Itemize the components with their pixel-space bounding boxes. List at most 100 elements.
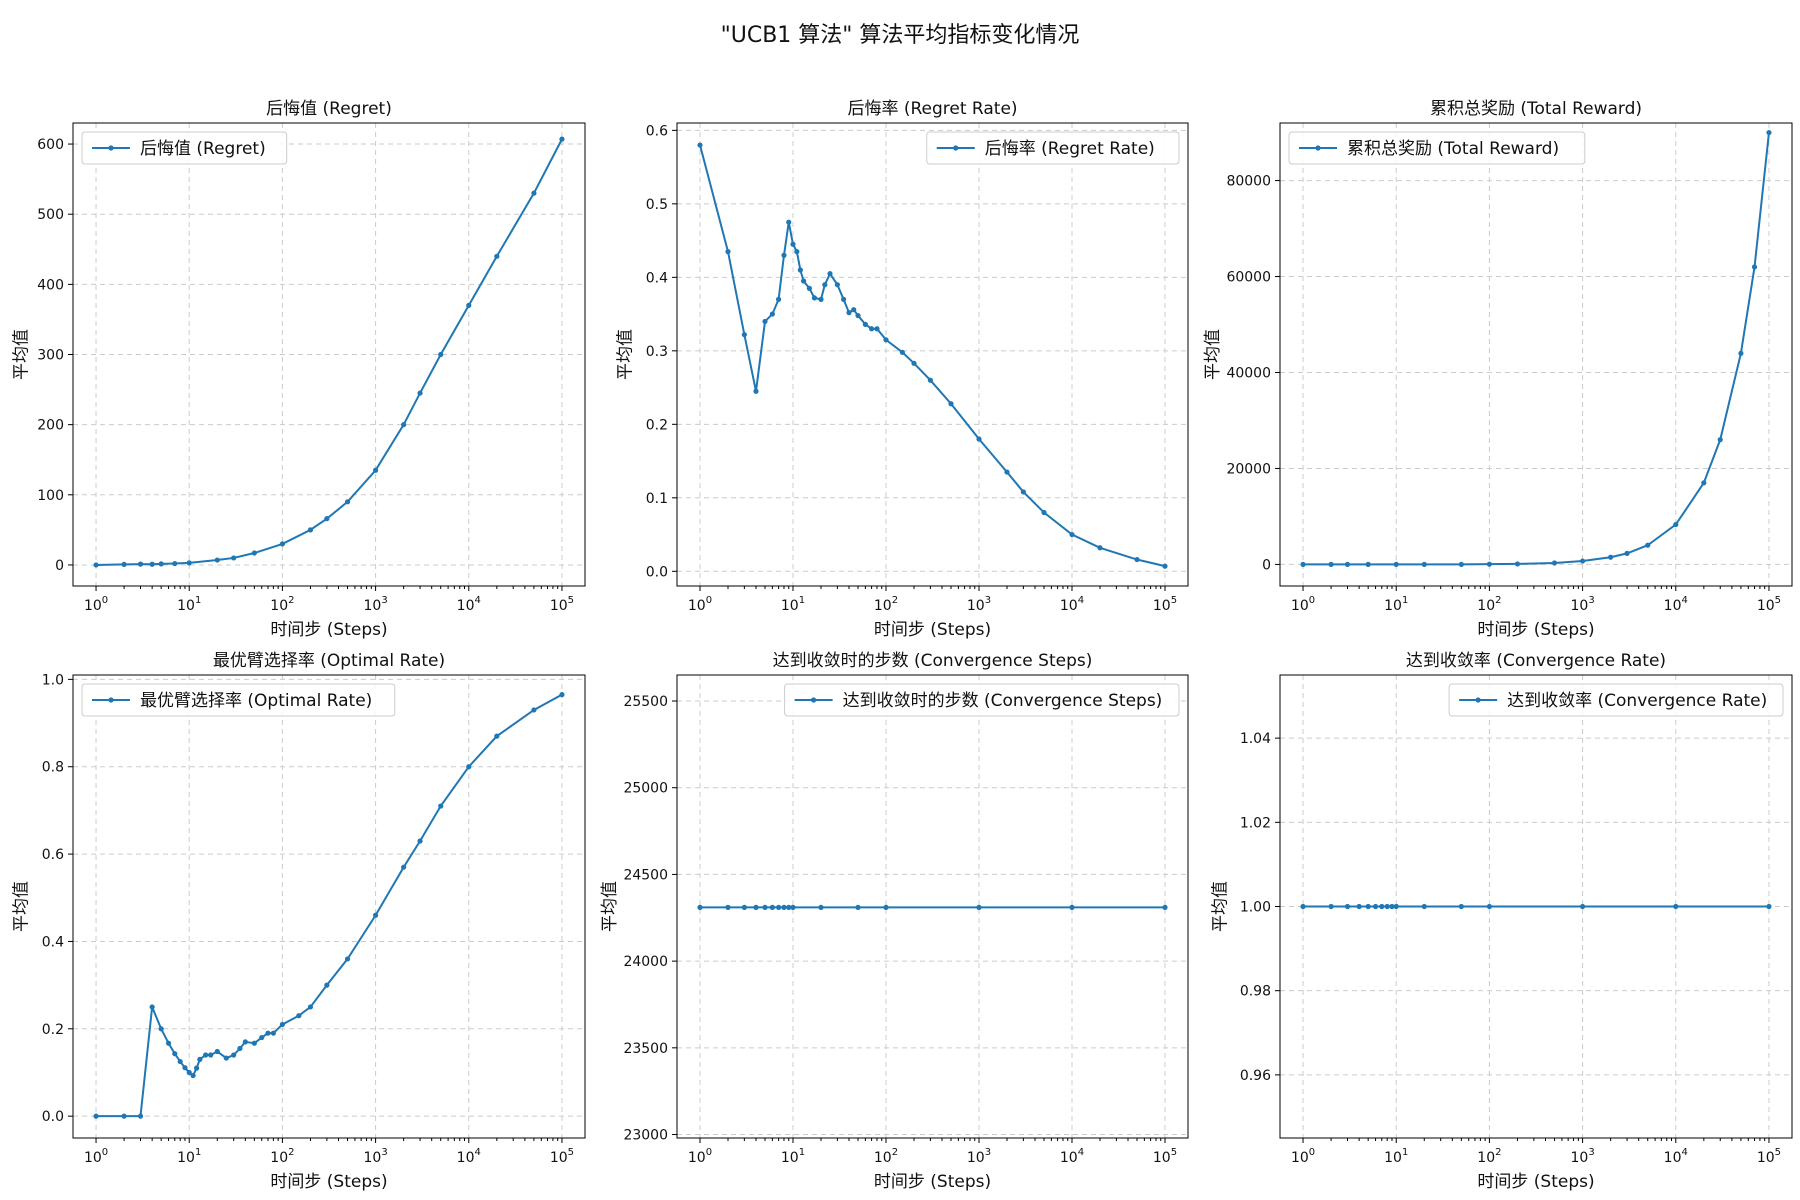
y-tick-label: 1.04 [1240,731,1271,747]
data-point [466,764,472,770]
data-point [1645,542,1651,548]
plot-frame [1279,674,1793,1139]
data-point [769,311,775,317]
data-point [790,241,796,247]
data-point [251,1040,257,1046]
x-tick-label: 102 [270,1147,294,1166]
y-tick-label: 0.4 [646,270,668,286]
x-tick-label: 103 [967,595,991,614]
data-point [344,956,351,962]
data-point [1356,903,1362,910]
data-point [800,278,807,284]
y-axis-label: 平均值 [615,329,635,380]
data-point [948,401,954,407]
subplot-1: 100 101 102 103 104 105 0 100 200 300 400 500 600 后悔值… [11,99,586,640]
y-tick-label: 0.2 [646,417,668,433]
data-point [790,904,796,910]
data-point [1004,469,1010,475]
data-point [753,388,759,394]
legend-label: 后悔值 (Regret) [140,139,266,159]
y-tick-label: 24000 [623,954,668,970]
plot-frame [676,674,1189,1139]
data-point [494,253,500,259]
data-point [1384,903,1390,910]
y-tick-label: 0.6 [42,847,64,863]
data-point [1393,903,1399,910]
data-point [1673,903,1679,910]
y-tick-label: 0.8 [42,760,64,776]
data-point [324,516,330,522]
data-point [855,904,861,910]
data-point [197,1056,203,1062]
data-point [121,561,127,567]
data-point [1458,561,1464,568]
data-point [1365,561,1371,568]
x-axis-label: 时间步 (Steps) [270,620,387,640]
legend: 后悔率 (Regret Rate) [926,131,1180,165]
data-point [741,332,747,338]
data-point [781,904,787,910]
data-point [186,1069,192,1076]
y-tick-label: 1.00 [1240,900,1271,916]
y-tick-label: 1.02 [1240,815,1271,831]
y-tick-label: 0.5 [646,197,668,213]
y-tick-label: 600 [37,137,64,153]
x-tick-label: 104 [1664,1147,1688,1166]
legend: 后悔值 (Regret) [81,131,288,165]
subplot-5: 100 101 102 103 104 105 23000 23500 24000 24500 25… [600,651,1189,1192]
legend-box [784,683,1180,717]
data-point [1486,561,1493,567]
data-point [781,252,787,258]
data-point [417,390,423,396]
y-tick-label: 0.0 [646,564,668,580]
data-point [797,267,803,273]
data-point [158,561,164,567]
data-point [1020,489,1026,495]
series-line [1303,132,1770,566]
legend-label: 达到收敛时的步数 (Convergence Steps) [843,691,1163,711]
data-point [259,1034,265,1041]
data-point [775,296,782,302]
data-point [811,295,818,301]
data-point [231,1052,237,1058]
plot-frame [676,122,1189,587]
data-point [438,803,444,809]
x-tick-label: 102 [1477,1147,1501,1166]
data-point [1514,561,1521,567]
y-tick-label: 0.2 [42,1022,64,1038]
data-point [203,1052,209,1058]
data-point [976,904,982,910]
x-axis-label: 时间步 (Steps) [1477,1172,1594,1192]
x-axis-label: 时间步 (Steps) [874,1172,991,1192]
y-tick-label: 500 [37,207,64,223]
data-point [1162,904,1168,910]
x-tick-label: 104 [1664,595,1688,614]
data-point [324,982,330,988]
data-point [214,1048,220,1055]
y-axis-label: 平均值 [1211,881,1231,932]
y-tick-label: 0.98 [1240,984,1271,1000]
data-point [1300,903,1306,910]
plot-frame [1279,122,1793,587]
y-tick-label: 0.1 [646,491,668,507]
data-point [466,302,472,308]
data-point [186,560,192,566]
data-point [137,561,144,567]
data-point [265,1030,271,1036]
data-point [438,351,444,358]
data-point [806,285,812,291]
data-point [1624,550,1630,556]
y-tick-label: 25500 [623,694,668,710]
data-point [1069,904,1075,910]
data-point [1389,903,1395,910]
data-point [1701,480,1707,486]
x-tick-label: 100 [1291,1147,1315,1166]
data-point [296,1013,302,1019]
x-tick-label: 104 [457,1147,481,1166]
legend: 达到收敛时的步数 (Convergence Steps) [784,683,1180,717]
data-point [697,142,703,148]
data-point [1365,903,1371,910]
data-point [840,296,847,302]
data-point [1041,509,1047,516]
